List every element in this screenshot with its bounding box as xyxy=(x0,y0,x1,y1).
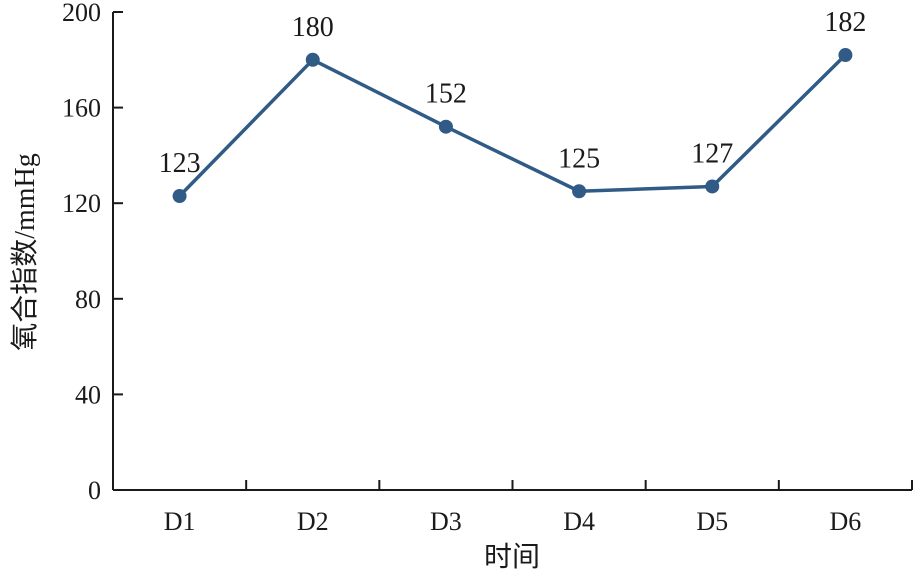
y-tick-label: 120 xyxy=(62,189,101,218)
data-point xyxy=(172,189,187,204)
data-label: 182 xyxy=(824,7,866,38)
data-point xyxy=(305,52,320,67)
data-label: 127 xyxy=(691,138,733,169)
series-line xyxy=(178,53,847,198)
data-label: 123 xyxy=(159,148,201,179)
data-point xyxy=(438,119,453,134)
data-label: 180 xyxy=(292,12,334,43)
x-tick-label: D5 xyxy=(696,507,728,536)
data-label: 152 xyxy=(425,79,467,110)
y-tick-label: 160 xyxy=(62,94,101,123)
x-axis-title: 时间 xyxy=(484,541,540,573)
data-point xyxy=(705,179,720,194)
x-tick-label: D6 xyxy=(830,507,862,536)
x-tick-label: D1 xyxy=(164,507,196,536)
x-axis: D1 D2 D3 D4 D5 D6 xyxy=(113,480,913,536)
y-tick-label: 200 xyxy=(62,0,101,27)
series-group: 123 180 152 125 127 182 xyxy=(159,7,866,204)
y-tick-label: 0 xyxy=(88,476,101,505)
data-label: 125 xyxy=(558,143,600,174)
y-axis: 0 40 80 120 160 200 xyxy=(62,0,123,505)
data-point xyxy=(572,184,587,199)
x-tick-label: D2 xyxy=(297,507,329,536)
y-tick-label: 40 xyxy=(75,380,101,409)
y-tick-label: 80 xyxy=(75,285,101,314)
y-axis-title: 氧合指数/mmHg xyxy=(9,153,41,351)
x-tick-label: D4 xyxy=(563,507,595,536)
x-tick-label: D3 xyxy=(430,507,462,536)
data-point xyxy=(838,48,853,63)
